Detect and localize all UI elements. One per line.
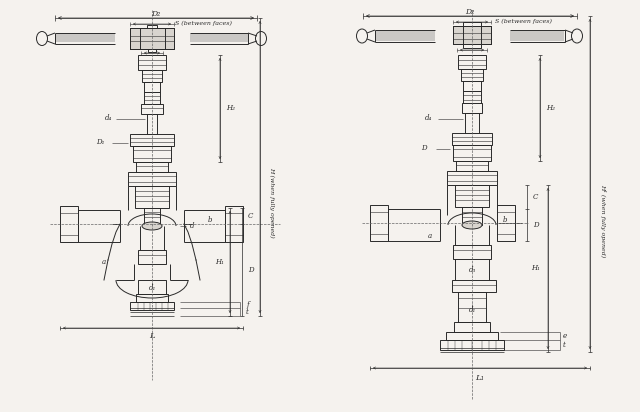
Text: t: t (563, 341, 566, 349)
Bar (138, 280, 166, 294)
Bar (138, 55, 166, 70)
Bar (462, 207, 482, 225)
Text: H₂: H₂ (226, 104, 235, 112)
Text: D₂: D₂ (465, 8, 475, 16)
Text: C: C (533, 193, 538, 201)
Text: t: t (246, 308, 249, 316)
Ellipse shape (462, 221, 482, 229)
Bar (461, 69, 483, 81)
Bar (462, 103, 482, 113)
Bar (370, 205, 388, 241)
Bar (447, 171, 497, 185)
Bar (452, 133, 492, 145)
Bar (142, 70, 162, 82)
Text: d₃: d₃ (468, 266, 476, 274)
Bar (453, 26, 491, 44)
Bar (465, 113, 479, 133)
Bar (454, 322, 490, 332)
Bar (128, 172, 176, 186)
Text: L₁: L₁ (476, 374, 484, 382)
Bar (446, 332, 498, 340)
Bar (463, 91, 481, 103)
Text: H¹ (when fully opened): H¹ (when fully opened) (600, 184, 606, 257)
Text: b: b (208, 216, 212, 224)
Bar (440, 340, 504, 350)
Bar (60, 206, 78, 242)
Text: D₂: D₂ (152, 10, 161, 18)
Bar (144, 208, 160, 226)
Bar (136, 294, 168, 302)
Bar (463, 22, 481, 26)
Text: d₁: d₁ (468, 306, 476, 314)
Bar (225, 206, 243, 242)
Bar (455, 185, 489, 207)
Text: d₄: d₄ (104, 114, 111, 122)
Bar (453, 145, 491, 161)
Text: a: a (428, 232, 432, 240)
Text: H (when fully opened): H (when fully opened) (269, 167, 275, 238)
Bar (458, 55, 486, 69)
Text: D: D (248, 266, 253, 274)
Bar (135, 186, 169, 208)
Bar (463, 81, 481, 91)
Bar (147, 25, 157, 28)
Text: e: e (563, 332, 567, 340)
Bar (133, 146, 171, 162)
Text: d: d (189, 222, 195, 230)
Text: d₁: d₁ (148, 284, 156, 292)
Text: D: D (421, 144, 427, 152)
Bar (148, 49, 156, 52)
Text: H₁: H₁ (215, 258, 224, 266)
Text: H₁: H₁ (531, 264, 540, 272)
Bar (453, 26, 491, 44)
Text: H₂: H₂ (546, 104, 555, 112)
Text: L: L (149, 332, 155, 340)
Bar (130, 302, 174, 310)
Text: d₄: d₄ (424, 114, 431, 122)
Text: S (between faces): S (between faces) (175, 20, 232, 26)
Text: S (between faces): S (between faces) (495, 19, 552, 23)
Bar (144, 92, 160, 104)
Text: f: f (246, 301, 248, 309)
Text: a: a (102, 258, 106, 266)
Bar (144, 82, 160, 92)
Text: b: b (503, 216, 508, 224)
Bar (458, 292, 486, 322)
Bar (141, 104, 163, 114)
Bar (130, 134, 174, 146)
Ellipse shape (142, 222, 162, 230)
Bar (147, 114, 157, 134)
Text: C: C (248, 212, 253, 220)
Bar (497, 205, 515, 241)
Bar (130, 28, 174, 49)
Bar (456, 161, 488, 171)
Bar (136, 162, 168, 172)
Text: D₁: D₁ (96, 138, 104, 146)
Text: D: D (533, 221, 539, 229)
Bar (463, 44, 481, 48)
Bar (453, 245, 491, 259)
Bar (130, 28, 174, 49)
Bar (452, 280, 496, 292)
Bar (138, 250, 166, 264)
